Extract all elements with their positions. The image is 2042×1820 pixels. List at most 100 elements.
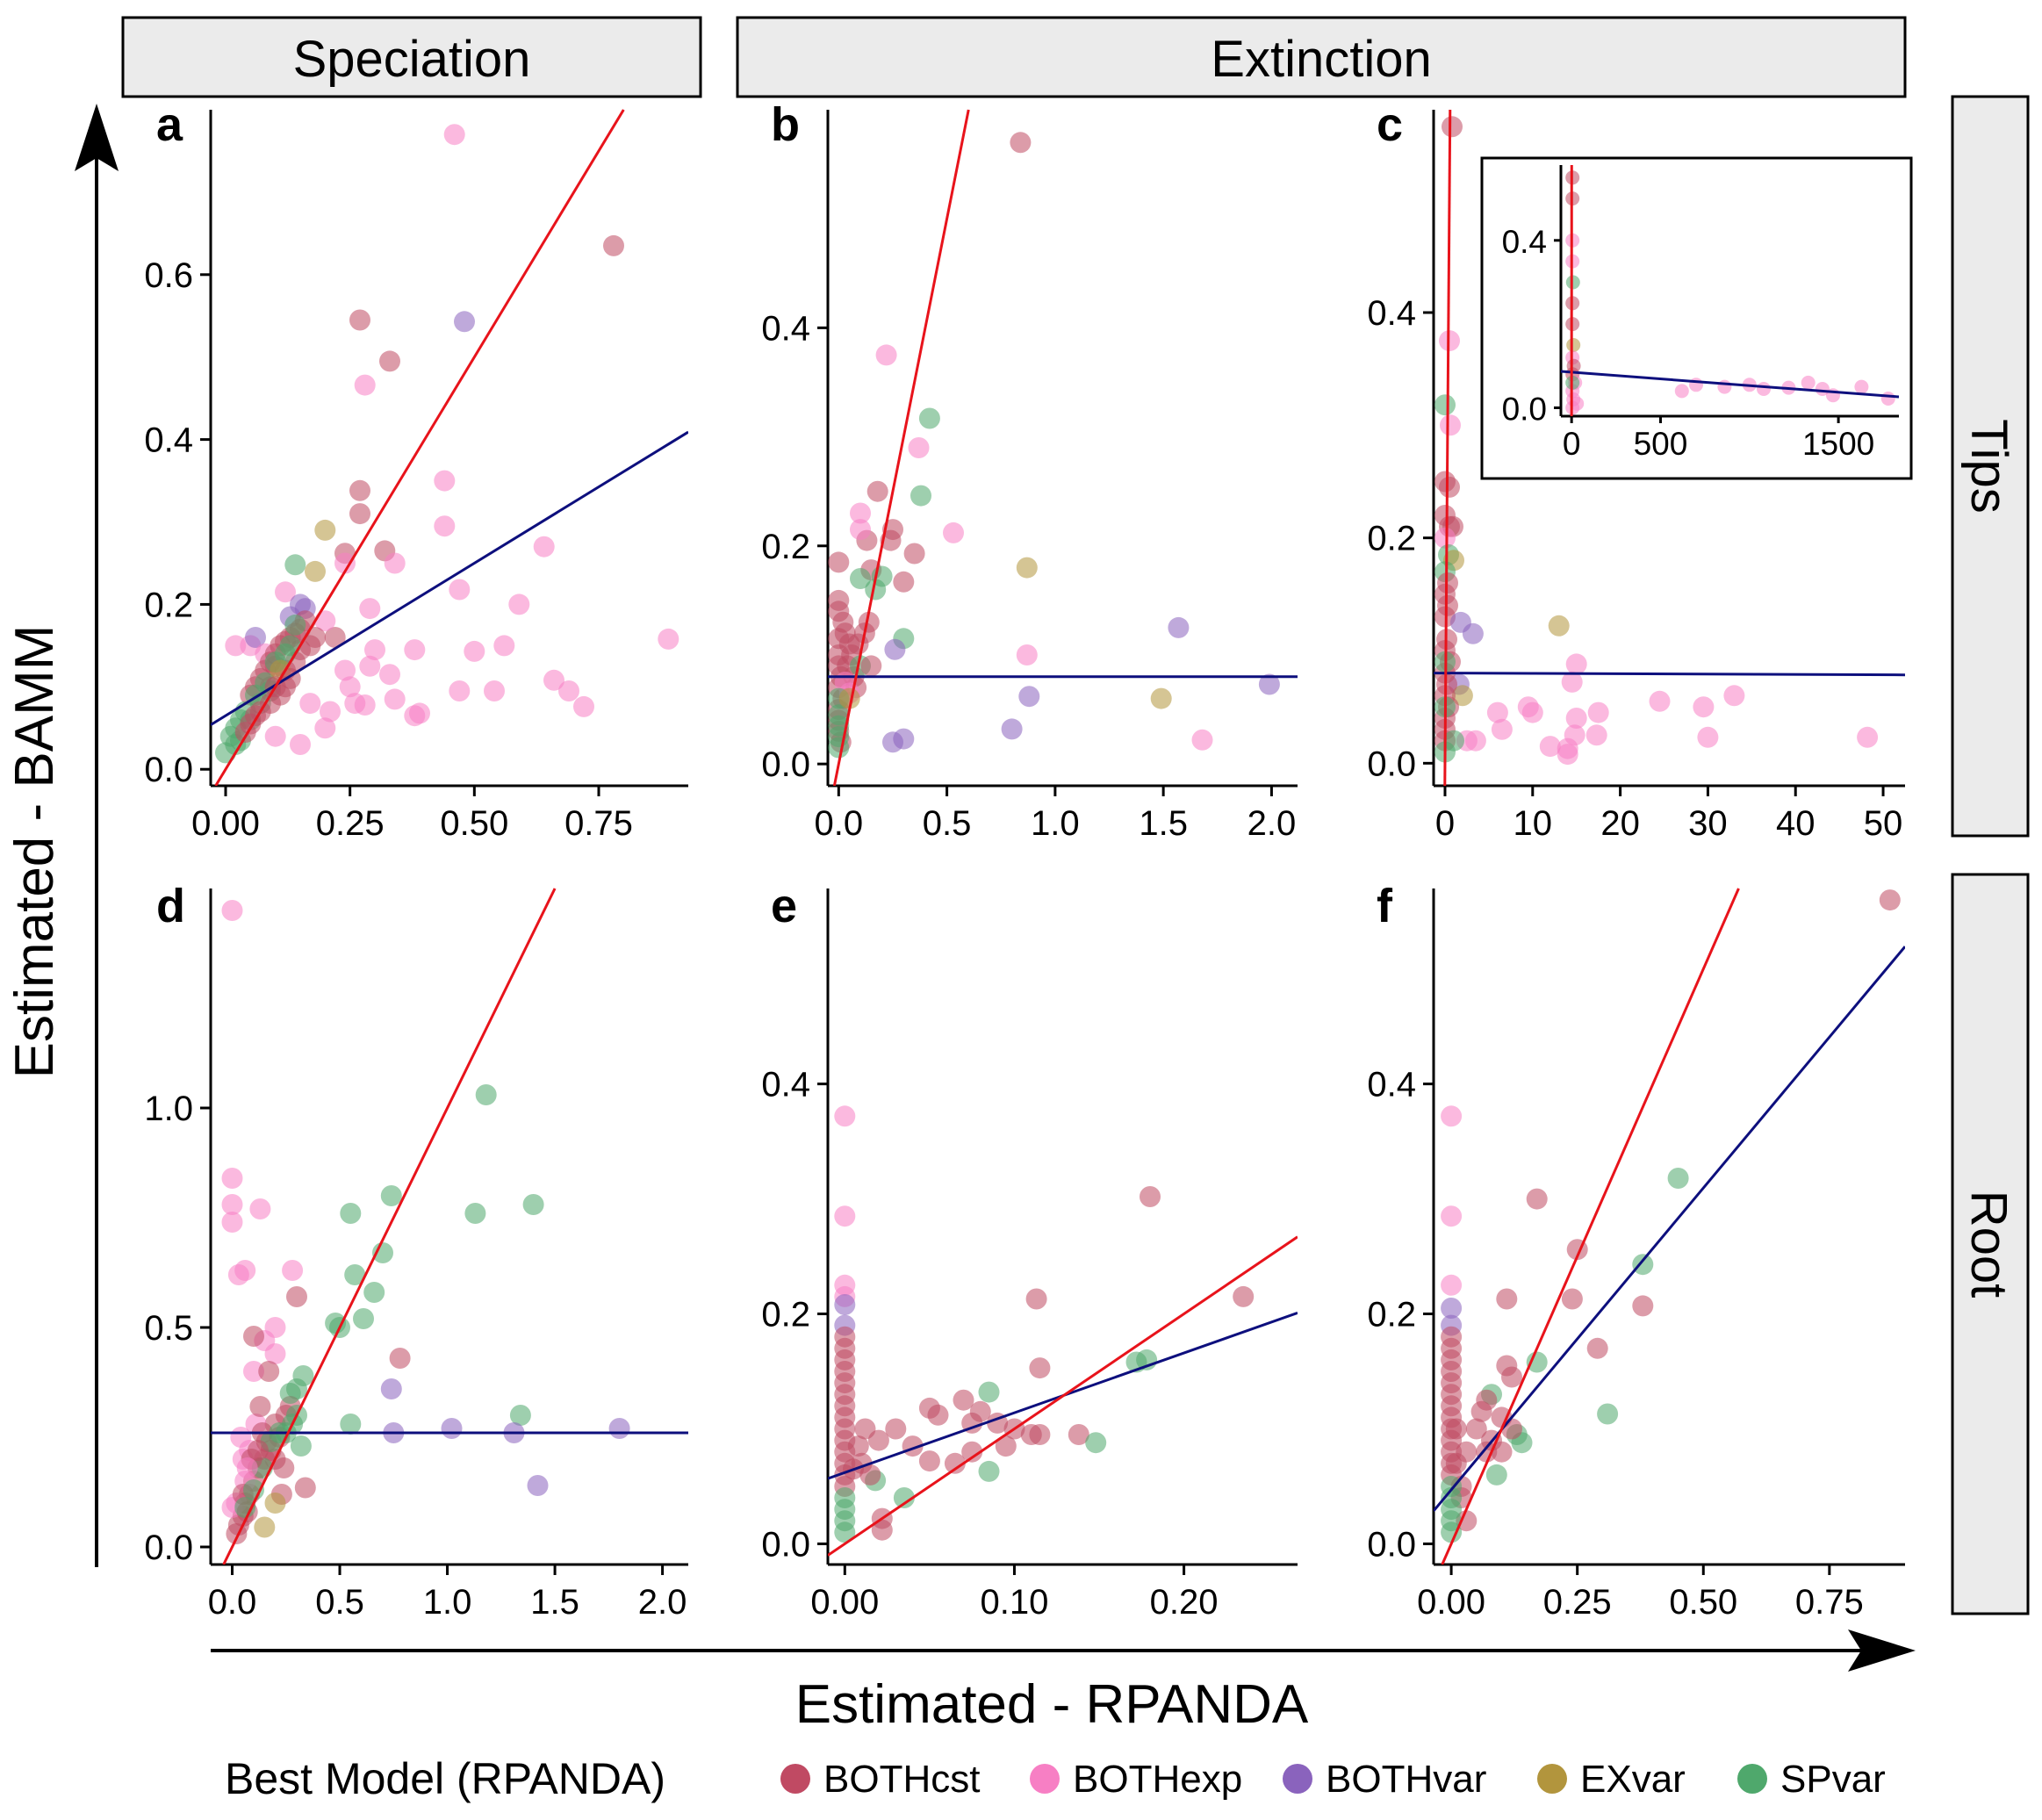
point-c-inset-23 [1801,375,1816,390]
x-tick-label-b-0: 0.0 [815,804,864,843]
point-f-9 [1632,1254,1654,1276]
y-tick-label-d-2: 1.0 [144,1090,193,1128]
point-d-33 [441,1418,463,1439]
point-e-53 [871,1519,893,1541]
point-a-30 [359,655,381,677]
point-c-inset-4 [1565,275,1580,290]
point-f-17 [1501,1366,1522,1388]
x-tick-label-f-1: 0.25 [1543,1583,1612,1622]
point-e-25 [1233,1285,1255,1307]
lines-a [211,109,688,786]
panel-c-letter: c [1377,98,1403,151]
point-a-29 [334,659,356,681]
y-tick-label-d-1: 0.5 [144,1309,193,1348]
point-b-27 [1001,718,1023,740]
x-tick-label-a-1: 0.25 [316,804,385,843]
lines-f [1434,888,1905,1565]
point-b-21 [1016,644,1038,665]
point-c-53 [1443,730,1464,752]
point-e-46 [995,1435,1017,1457]
x-tick-label-e-2: 0.20 [1150,1583,1219,1622]
x-tick-label-a-2: 0.50 [440,804,508,843]
legend-swatch-BOTHexp [1030,1764,1060,1794]
point-d-27 [380,1378,402,1399]
point-a-44 [299,693,321,715]
lines-c-inset [1561,164,1899,416]
point-b-61 [858,611,880,633]
point-f-4 [1441,1274,1463,1296]
strip-root-label: Root [1960,1191,2017,1298]
panel-d: d 0.0 0.5 1.0 1.5 2.0 0.0 0.5 1.0 [144,880,688,1622]
point-a-8 [434,470,456,492]
point-e-31 [885,1418,907,1440]
point-a-33 [384,688,406,710]
point-a-49 [225,635,247,657]
points-c-inset [1565,170,1895,415]
point-b-1 [875,344,897,366]
point-d-2 [221,1194,243,1215]
point-a-0 [443,124,465,146]
point-e-58 [847,1435,869,1457]
y-tick-label-b-0: 0.0 [761,745,810,784]
point-f-33 [1456,1510,1478,1532]
point-d-21 [344,1264,366,1285]
point-c-inset-26 [1880,392,1895,406]
point-c-40 [1521,701,1543,723]
x-tick-label-b-3: 1.5 [1139,804,1188,843]
point-c-2 [1440,414,1461,436]
panel-f: f 0.00 0.25 0.50 0.75 0.0 0.2 0.4 [1367,880,1905,1622]
point-e-28 [978,1381,1000,1403]
points-e [834,1105,1255,1543]
y-tick-label-f-1: 0.2 [1367,1296,1416,1334]
point-d-0 [221,900,243,921]
legend-swatch-BOTHvar [1283,1764,1312,1794]
point-e-43 [1085,1432,1107,1454]
panel-a: a 0.00 0.25 0.50 0.75 0.0 0.2 0.4 0.6 [144,98,688,843]
point-e-37 [969,1400,991,1422]
legend: Best Model (RPANDA) BOTHcst BOTHexp BOTHva… [225,1754,1886,1803]
point-f-2 [1441,1105,1463,1127]
point-d-37 [290,1435,312,1457]
point-b-23 [1258,673,1280,695]
point-c-9 [1434,527,1456,549]
point-c-inset-18 [1689,378,1703,392]
point-c-inset-7 [1566,338,1581,352]
legend-label-BOTHvar: BOTHvar [1326,1758,1486,1801]
identity-line-d [222,888,557,1565]
point-a-6 [349,479,370,501]
point-f-13 [1586,1337,1608,1359]
x-tick-label-c-inset-1: 500 [1634,426,1688,462]
point-f-1 [1667,1168,1689,1189]
panel-b: b 0.0 0.5 1.0 1.5 2.0 0.0 0.2 0.4 [761,98,1298,843]
inset-frame [1480,156,1913,480]
x-tick-label-c-3: 30 [1688,804,1728,843]
point-e-49 [978,1460,1000,1482]
x-tick-label-c-inset-2: 1500 [1802,426,1874,462]
point-c-inset-25 [1854,379,1869,394]
point-e-4 [834,1294,856,1315]
point-b-15 [850,502,871,524]
strip-tips-label: Tips [1960,419,2017,513]
point-b-0 [1010,132,1032,154]
y-tick-label-e-2: 0.4 [761,1066,810,1104]
point-a-88 [279,635,301,657]
point-e-47 [961,1441,983,1463]
x-tick-label-b-1: 0.5 [923,804,972,843]
x-tick-label-d-2: 1.0 [423,1583,472,1622]
y-tick-label-f-2: 0.4 [1367,1066,1416,1104]
y-tick-label-c-0: 0.0 [1367,745,1416,783]
point-a-5 [354,374,376,396]
point-f-12 [1496,1288,1518,1310]
point-c-47 [1649,690,1671,712]
y-tick-label-a-2: 0.4 [144,421,193,460]
point-c-45 [1587,701,1609,723]
point-a-50 [245,627,266,648]
point-a-43 [320,701,341,723]
x-tick-label-d-3: 1.5 [530,1583,579,1622]
point-a-25 [364,639,385,661]
point-a-28 [493,635,515,657]
x-tick-label-d-0: 0.0 [208,1583,257,1622]
point-b-57 [828,737,850,759]
point-a-89 [284,614,306,636]
point-c-20 [1565,653,1587,675]
